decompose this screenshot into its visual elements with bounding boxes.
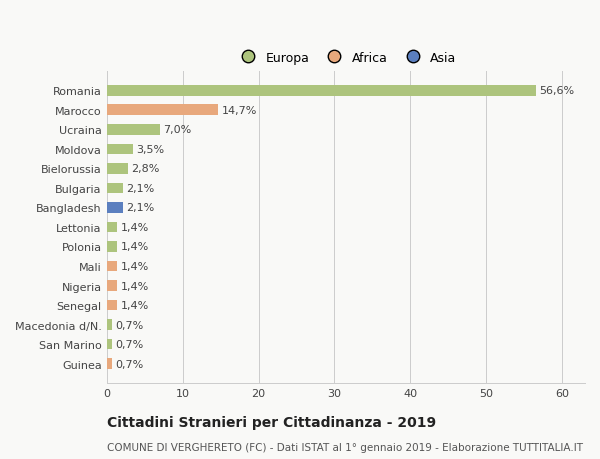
Text: Cittadini Stranieri per Cittadinanza - 2019: Cittadini Stranieri per Cittadinanza - 2…: [107, 415, 436, 429]
Text: 1,4%: 1,4%: [121, 242, 149, 252]
Text: 0,7%: 0,7%: [115, 359, 143, 369]
Text: 1,4%: 1,4%: [121, 281, 149, 291]
Legend: Europa, Africa, Asia: Europa, Africa, Asia: [230, 47, 461, 70]
Bar: [107, 183, 122, 194]
Bar: [107, 339, 112, 350]
Text: 0,7%: 0,7%: [115, 320, 143, 330]
Text: 2,1%: 2,1%: [126, 184, 154, 194]
Bar: [107, 164, 128, 174]
Bar: [107, 358, 112, 369]
Text: 3,5%: 3,5%: [136, 145, 164, 155]
Text: 14,7%: 14,7%: [221, 106, 257, 116]
Bar: [107, 241, 118, 252]
Bar: [107, 86, 536, 96]
Bar: [107, 105, 218, 116]
Bar: [107, 144, 133, 155]
Text: 2,8%: 2,8%: [131, 164, 160, 174]
Bar: [107, 280, 118, 291]
Bar: [107, 319, 112, 330]
Bar: [107, 125, 160, 135]
Text: 1,4%: 1,4%: [121, 262, 149, 271]
Bar: [107, 202, 122, 213]
Text: 7,0%: 7,0%: [163, 125, 191, 135]
Bar: [107, 261, 118, 272]
Bar: [107, 300, 118, 311]
Text: 1,4%: 1,4%: [121, 300, 149, 310]
Text: COMUNE DI VERGHERETO (FC) - Dati ISTAT al 1° gennaio 2019 - Elaborazione TUTTITA: COMUNE DI VERGHERETO (FC) - Dati ISTAT a…: [107, 442, 583, 452]
Text: 1,4%: 1,4%: [121, 223, 149, 232]
Text: 56,6%: 56,6%: [539, 86, 575, 96]
Text: 0,7%: 0,7%: [115, 339, 143, 349]
Text: 2,1%: 2,1%: [126, 203, 154, 213]
Bar: [107, 222, 118, 233]
